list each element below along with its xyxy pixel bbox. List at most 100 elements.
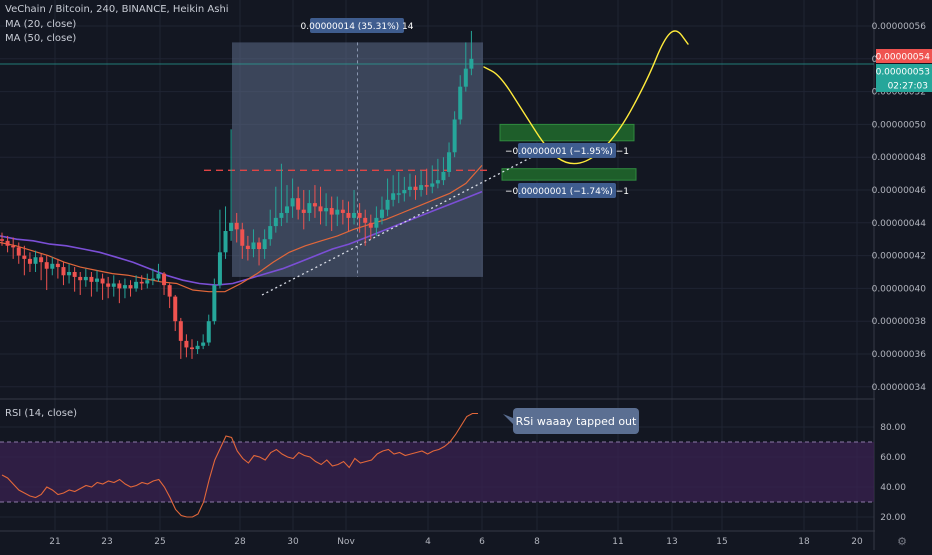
candle-body <box>257 242 262 250</box>
projection-curve <box>483 30 689 165</box>
candle-body <box>352 212 357 218</box>
candle-body <box>273 217 278 227</box>
rsi-band-fill <box>0 442 874 502</box>
candle-body <box>27 258 32 264</box>
ma50-legend[interactable]: MA (50, close) <box>5 33 77 44</box>
ma20-legend[interactable]: MA (20, close) <box>5 19 77 30</box>
candle-body <box>463 68 468 87</box>
price-tick-label: 0.00000052 <box>872 88 926 98</box>
time-tick-label: 11 <box>612 537 623 547</box>
time-tick-label: 15 <box>716 537 727 547</box>
candle-body <box>290 198 295 207</box>
time-tick-label: Nov <box>337 537 355 547</box>
time-tick-label: 30 <box>287 537 299 547</box>
candle-body <box>441 171 446 181</box>
candle-body <box>201 342 206 346</box>
candle-body <box>72 272 77 277</box>
candle-body <box>173 296 178 322</box>
candle-body <box>78 276 83 281</box>
candle-body <box>413 186 418 190</box>
candle-body <box>229 222 234 231</box>
rsi-callout: RSi waaay tapped out <box>516 415 637 428</box>
candle-body <box>307 203 312 213</box>
candle-body <box>374 217 379 228</box>
candle-body <box>324 208 329 212</box>
candle-body <box>0 239 4 241</box>
target-zone <box>501 168 637 181</box>
rsi-tick-label: 60.00 <box>880 453 906 463</box>
target2-label: −0.00000001 (−1.74%) −1 <box>505 187 629 197</box>
price-tick-label: 0.00000050 <box>872 120 927 130</box>
candle-body <box>424 185 429 187</box>
candle-body <box>296 198 301 210</box>
candle-body <box>223 231 228 253</box>
candle-body <box>145 280 150 284</box>
high-price-tag: 0.00000054 <box>876 53 931 63</box>
candle-body <box>268 226 273 240</box>
rsi-band <box>0 441 874 503</box>
candle-body <box>83 276 88 281</box>
rsi-tick-label: 20.00 <box>880 513 906 523</box>
candle-body <box>128 285 133 289</box>
candle-body <box>33 257 38 264</box>
time-tick-label: 4 <box>425 537 431 547</box>
current-price-tag: 0.00000053 <box>876 68 930 78</box>
time-tick-label: 8 <box>534 537 540 547</box>
price-tick-label: 0.00000038 <box>872 317 927 327</box>
candle-body <box>189 347 194 350</box>
candle-body <box>284 206 289 213</box>
measure-box[interactable] <box>232 42 483 277</box>
candle-body <box>402 190 407 194</box>
target2-label-box <box>518 183 616 198</box>
countdown-tag-box <box>876 78 932 92</box>
indicator-lines <box>0 153 539 518</box>
settings-icon: ⚙ <box>897 535 907 548</box>
candle-body <box>357 212 362 218</box>
candle-body <box>430 183 435 187</box>
price-tick-label: 0.00000056 <box>872 22 927 32</box>
ma20-line <box>0 164 483 293</box>
candle-body <box>94 278 99 282</box>
measure-rect <box>232 42 483 277</box>
candle-body <box>391 193 396 200</box>
candle-body <box>162 273 167 286</box>
time-tick-label: 28 <box>234 537 246 547</box>
time-tick-label: 6 <box>479 537 485 547</box>
price-tick-label: 0.00000036 <box>872 350 927 360</box>
price-tick-label: 0.00000034 <box>872 383 927 393</box>
countdown-tag: 02:27:03 <box>888 82 928 92</box>
candle-body <box>122 285 127 289</box>
price-tick-label: 0.00000046 <box>872 186 927 196</box>
candle-body <box>67 272 72 276</box>
chart-title[interactable]: VeChain / Bitcoin, 240, BINANCE, Heikin … <box>5 4 229 15</box>
high-price-tag-box <box>876 49 932 63</box>
candle-body <box>167 285 172 297</box>
candle-body <box>61 267 66 276</box>
rsi-line <box>1 412 478 518</box>
price-tick-label: 0.00000044 <box>872 219 927 229</box>
rsi-tick-label: 40.00 <box>880 483 906 493</box>
candle-body <box>134 281 139 289</box>
candle-body <box>279 212 284 218</box>
candle-body <box>385 199 390 210</box>
candle-body <box>335 209 340 215</box>
candle-body <box>240 229 245 246</box>
candle-body <box>156 273 161 279</box>
candle-body <box>117 283 122 289</box>
candle-body <box>150 278 155 281</box>
candle-body <box>22 255 27 259</box>
candle-body <box>368 222 373 228</box>
drawings[interactable] <box>483 30 689 165</box>
rsi-callout-box <box>513 408 639 434</box>
time-tick-label: 13 <box>666 537 677 547</box>
rsi-callout-pointer <box>503 414 513 424</box>
candle-body <box>251 242 256 250</box>
candle-body <box>5 240 10 246</box>
target-zone <box>499 123 635 142</box>
candle-body <box>312 203 317 207</box>
candle-body <box>139 281 144 284</box>
rsi-legend[interactable]: RSI (14, close) <box>5 408 78 419</box>
candle-body <box>363 217 368 223</box>
annotation-labels: 0.00000014 (35.31%) 14 −0.00000001 (−1.95… <box>301 18 639 434</box>
